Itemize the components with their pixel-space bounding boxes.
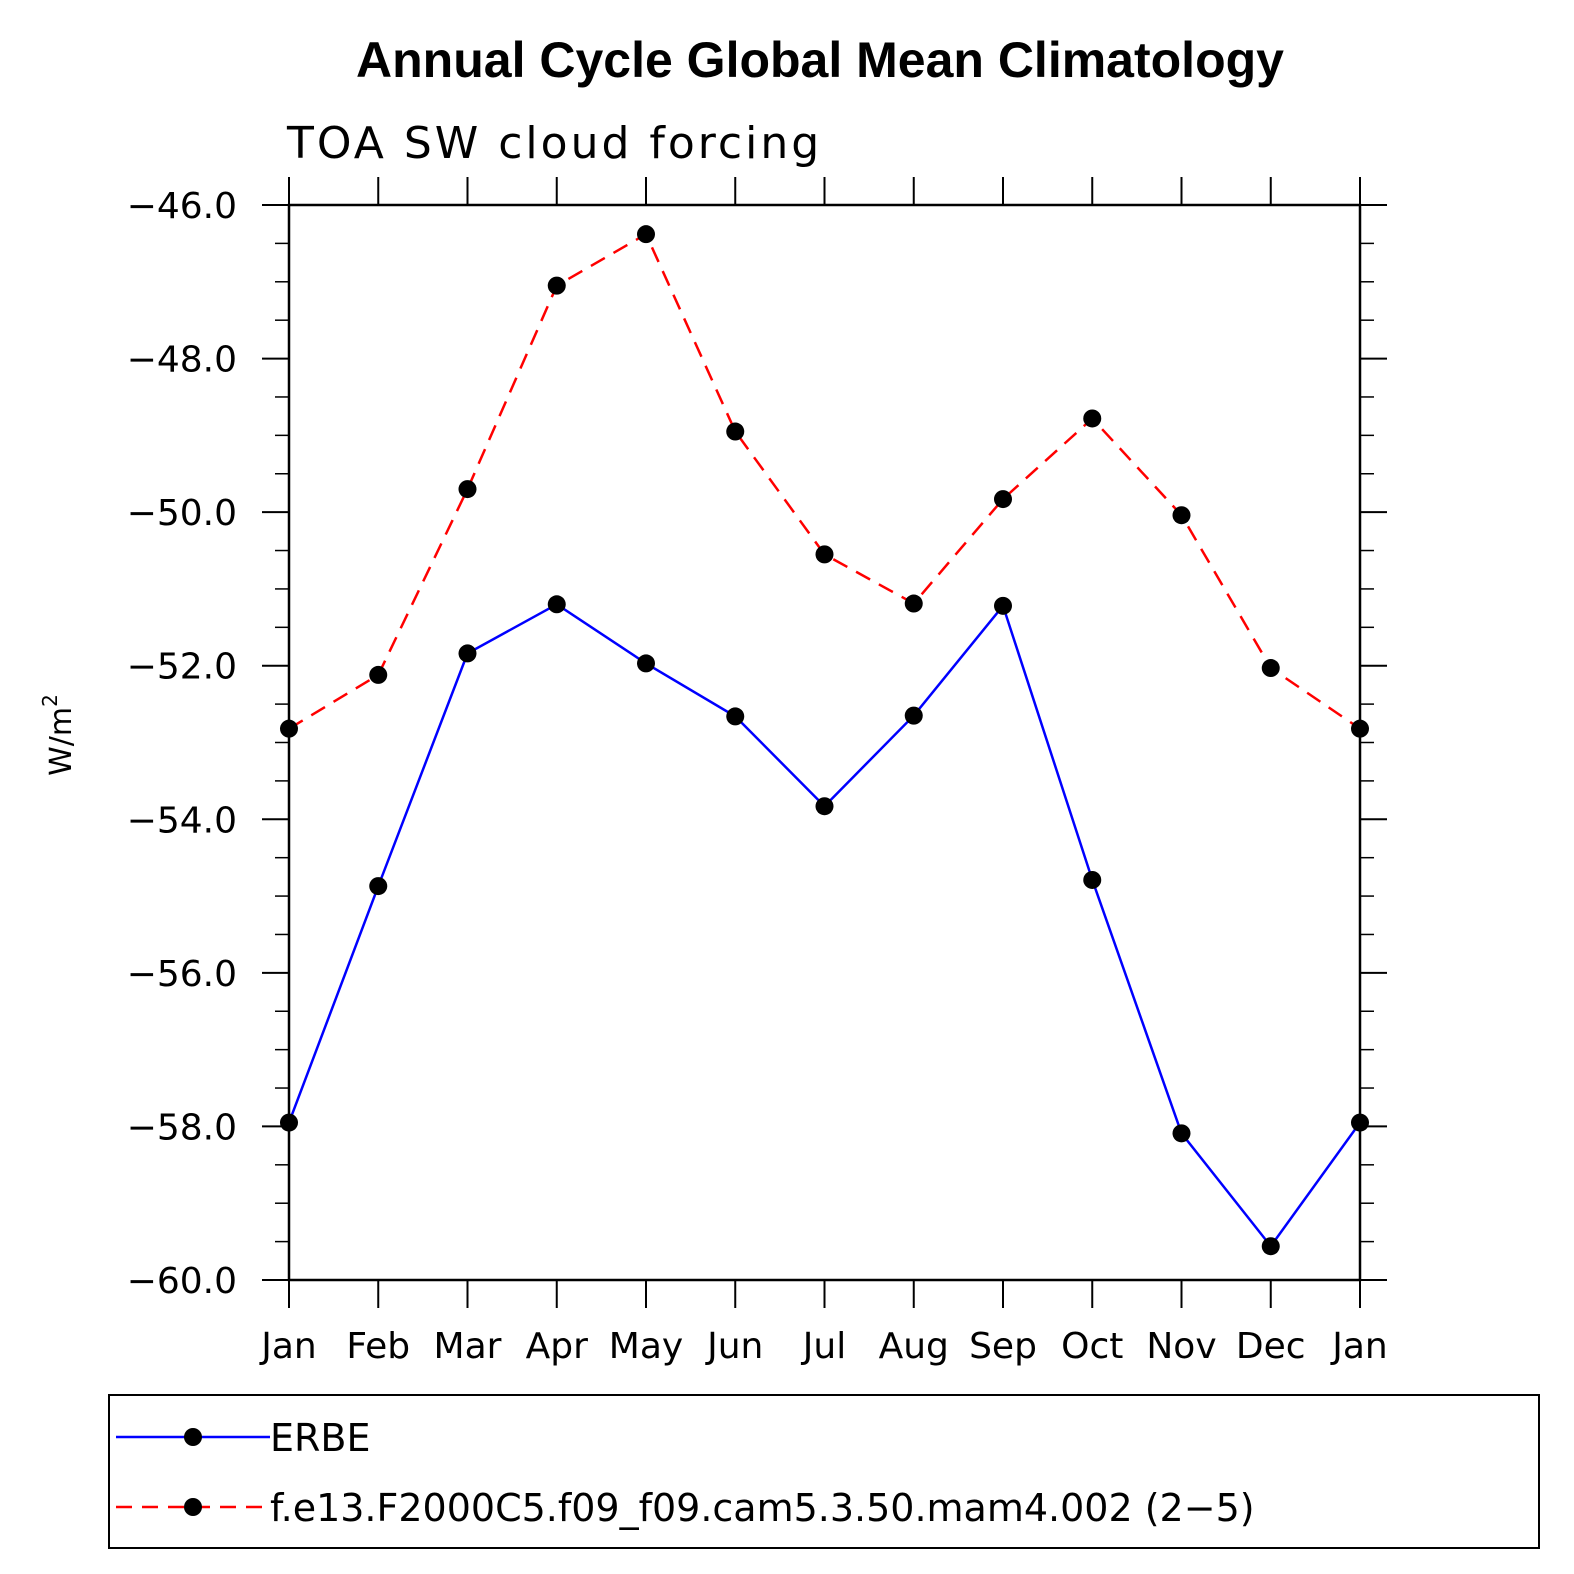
legend: ERBE f.e13.F2000C5.f09_f09.cam5.3.50.mam… xyxy=(108,1394,1540,1549)
series-0-point xyxy=(280,1113,298,1132)
series-1-point xyxy=(1351,719,1369,738)
y-tick-label: −48.0 xyxy=(127,340,237,381)
series-1-point xyxy=(458,480,477,499)
y-axis-label-superscript: 2 xyxy=(38,694,62,707)
series-1-point xyxy=(1172,506,1191,525)
series-0-point xyxy=(1083,870,1102,889)
y-tick-label: −52.0 xyxy=(127,647,237,688)
series-0-point xyxy=(904,706,923,725)
series-0-point xyxy=(726,707,745,726)
series-0-point xyxy=(458,644,477,663)
x-tick-label: Feb xyxy=(346,1326,410,1367)
series-0-point xyxy=(815,797,834,816)
series-line-0 xyxy=(287,602,1362,1249)
series-1-point xyxy=(547,276,566,295)
series-1-point xyxy=(1261,659,1280,678)
series-0-point xyxy=(637,654,655,673)
y-tick-label: −58.0 xyxy=(127,1107,237,1148)
y-axis-label: W/m2 xyxy=(38,694,79,776)
series-1-point xyxy=(637,225,655,244)
x-tick-label: May xyxy=(609,1326,683,1367)
y-axis-label-base: W/m xyxy=(44,707,79,776)
series-1-point xyxy=(1083,409,1102,428)
chart-title: Annual Cycle Global Mean Climatology xyxy=(356,32,1284,88)
legend-erbe-marker xyxy=(184,1428,202,1446)
series-1-point xyxy=(815,545,834,564)
legend-model-marker xyxy=(184,1498,202,1516)
y-tick-label: −54.0 xyxy=(127,800,237,841)
y-tick-label: −46.0 xyxy=(127,186,237,227)
legend-box xyxy=(108,1394,1540,1549)
x-tick-label: Nov xyxy=(1146,1326,1216,1367)
plot-frame xyxy=(287,203,1362,1282)
series-0-point xyxy=(1351,1113,1369,1132)
legend-model-label: f.e13.F2000C5.f09_f09.cam5.3.50.mam4.002… xyxy=(270,1486,1255,1530)
y-tick-label: −50.0 xyxy=(127,493,237,534)
series-1-point xyxy=(994,490,1012,509)
series-0-point xyxy=(1261,1237,1280,1256)
x-tick-label: Aug xyxy=(879,1326,949,1367)
y-tick-label: −60.0 xyxy=(127,1261,237,1302)
x-tick-label: Jan xyxy=(1330,1326,1388,1367)
x-tick-label: Apr xyxy=(526,1326,588,1367)
x-tick-label: Sep xyxy=(969,1326,1037,1367)
x-tick-label: Oct xyxy=(1061,1326,1123,1367)
series-0-point xyxy=(1172,1124,1191,1143)
chart-subtitle: TOA SW cloud forcing xyxy=(286,118,822,169)
x-tick-label: Jun xyxy=(705,1326,763,1367)
series-1-point xyxy=(726,422,745,441)
series-0-point xyxy=(994,596,1012,615)
series-line-1 xyxy=(288,232,1361,730)
series-layer xyxy=(280,225,1369,1256)
x-tick-label: Jan xyxy=(259,1326,317,1367)
series-0-point xyxy=(369,877,388,896)
x-tick-label: Mar xyxy=(434,1326,502,1367)
y-tick-label: −56.0 xyxy=(127,954,237,995)
x-tick-label: Dec xyxy=(1236,1326,1306,1367)
series-0-point xyxy=(547,595,566,614)
series-1-point xyxy=(904,594,923,613)
axes: −46.0 −48.0 −50.0 −52.0 −54.0 −56.0 −58.0 −60.0… xyxy=(127,177,1388,1367)
x-tick-label: Jul xyxy=(801,1326,846,1367)
series-1-point xyxy=(369,665,388,684)
legend-erbe-label: ERBE xyxy=(270,1416,371,1460)
series-1-point xyxy=(280,719,298,738)
